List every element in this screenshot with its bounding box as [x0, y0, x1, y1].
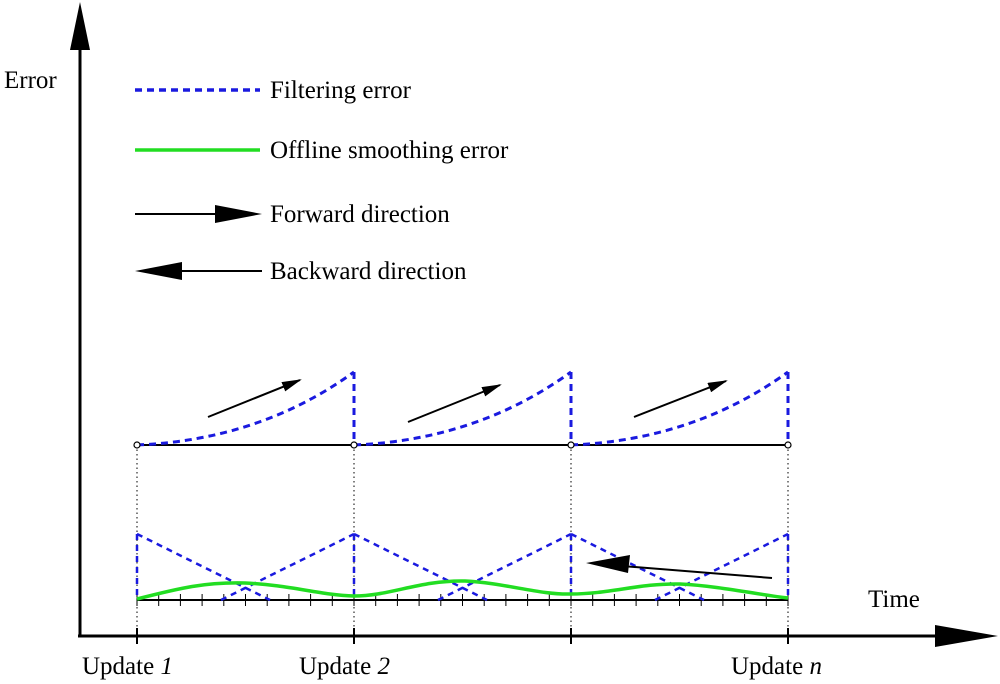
backward-filter-3: [570, 532, 705, 602]
filter-curve-2: [353, 370, 572, 447]
filtering-panel: [133, 370, 792, 449]
y-axis-arrowhead: [70, 2, 90, 50]
smoothing-panel: [135, 532, 790, 606]
forward-filter-2: [437, 532, 572, 602]
forward-arrow-2: [407, 384, 502, 423]
filter-curve-3: [570, 370, 789, 447]
legend-backward-arrowhead-icon: [135, 262, 182, 280]
update-label-2: Update 2: [299, 653, 390, 680]
legend-backward-label: Backward direction: [270, 258, 467, 285]
forward-arrow-3: [633, 380, 728, 418]
backward-arrow-tail: [609, 564, 773, 579]
legend-filtering-label: Filtering error: [270, 77, 412, 104]
update-node-4: [784, 441, 792, 449]
update-label-1: Update 1: [82, 653, 173, 680]
forward-filter-3: [654, 532, 789, 602]
x-axis-label: Time: [868, 586, 920, 613]
backward-filter-2: [353, 532, 488, 602]
update-node-1: [133, 441, 141, 449]
forward-arrow-1: [207, 379, 302, 418]
legend-forward-label: Forward direction: [270, 201, 450, 228]
backward-filter-1: [136, 532, 271, 602]
filter-curve-1: [136, 370, 355, 447]
legend-forward-arrowhead-icon: [215, 205, 262, 223]
backward-arrow-icon: [586, 555, 630, 573]
update-label-n: Update n: [731, 653, 822, 680]
guide-lines: [136, 445, 789, 640]
smoothing-error-curve: [136, 579, 789, 601]
legend: Filtering error Offline smoothing error …: [135, 77, 509, 285]
legend-smoothing-label: Offline smoothing error: [270, 137, 509, 164]
x-axis-arrowhead: [935, 625, 998, 647]
update-labels: Update 1 Update 2 Update n: [82, 628, 822, 680]
update-node-2: [350, 441, 358, 449]
forward-filter-1: [220, 532, 355, 602]
axes: Error Time: [4, 2, 998, 647]
update-node-3: [567, 441, 575, 449]
y-axis-label: Error: [4, 67, 57, 94]
